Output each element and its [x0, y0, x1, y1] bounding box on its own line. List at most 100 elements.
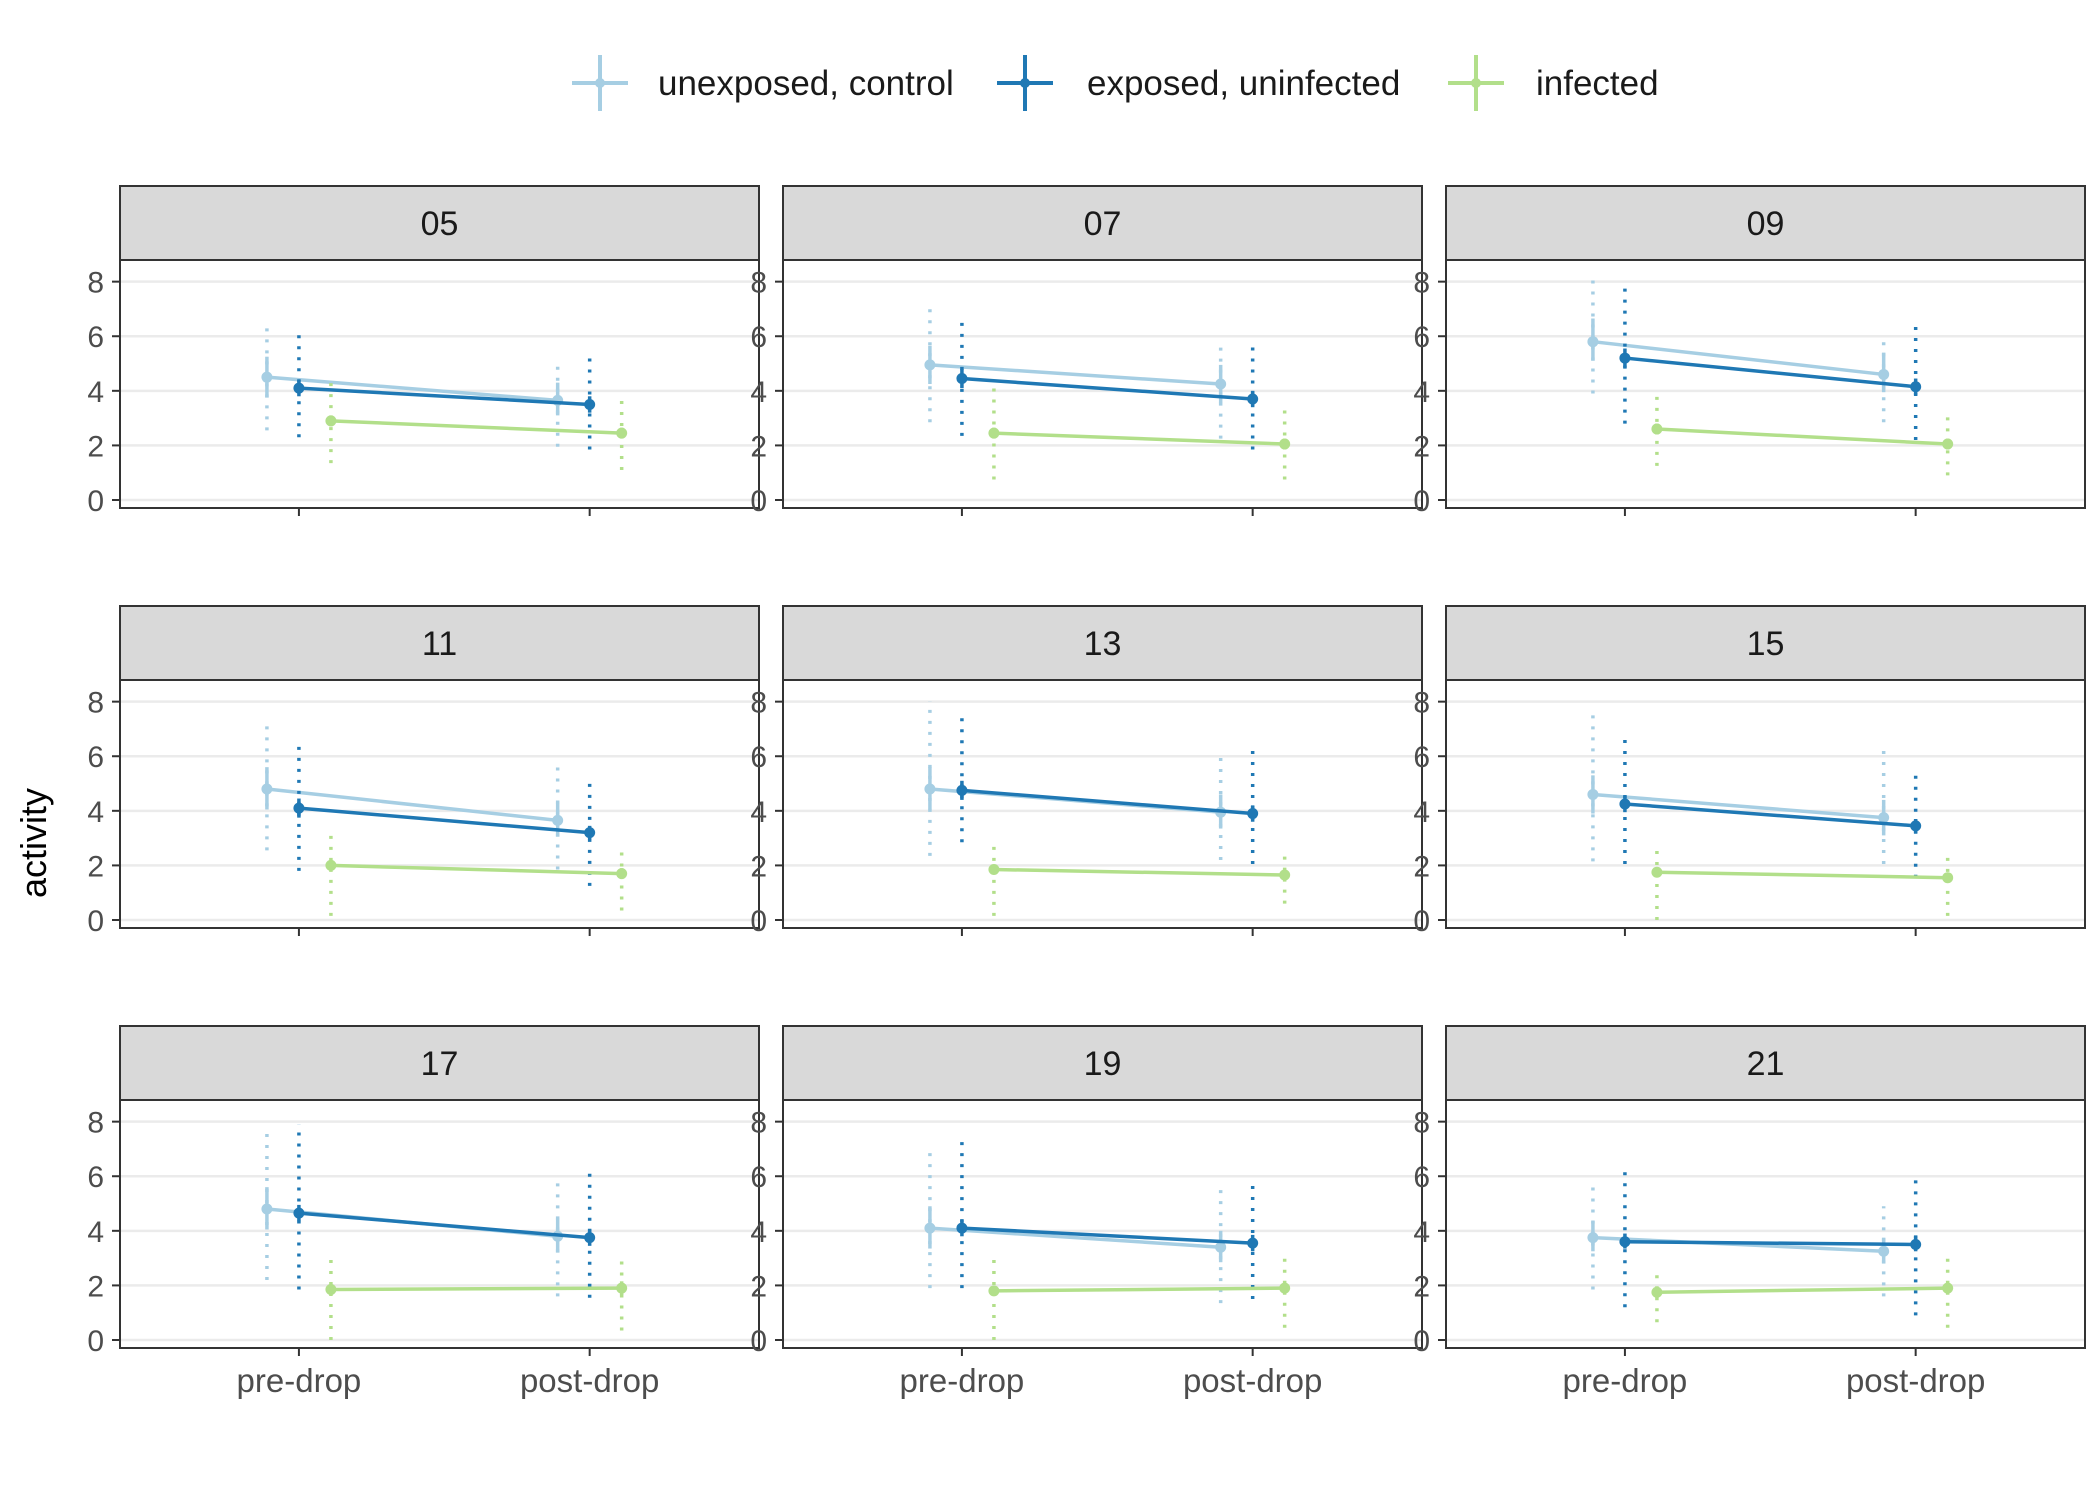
facet-panel: 19 0 2 4 6 8 pre-drop post-drop: [750, 1025, 1423, 1399]
panel-border: [1445, 1099, 2086, 1349]
data-point: [1651, 866, 1663, 878]
facet-strip: [1445, 605, 2086, 681]
data-point: [261, 371, 273, 383]
y-tick-label: 2: [87, 850, 104, 883]
series-line: [1656, 1286, 1948, 1294]
legend-label: exposed, uninfected: [1087, 64, 1400, 103]
series-line: [1656, 870, 1948, 880]
series-group: [988, 839, 1291, 916]
y-tick-label: 6: [750, 321, 767, 354]
data-point: [1651, 1286, 1663, 1298]
data-point: [1215, 1241, 1227, 1253]
data-point: [293, 382, 305, 394]
y-tick-label: 4: [750, 1216, 767, 1249]
facet-panel: 13 0 2 4 6 8: [750, 605, 1423, 938]
legend-key: [997, 55, 1053, 111]
facet-panel: 15 0 2 4 6 8: [1413, 605, 2086, 938]
data-point: [552, 814, 564, 826]
data-point: [616, 868, 628, 880]
data-point: [1247, 808, 1259, 820]
facet-panel: 11 0 2 4 6 8: [87, 605, 760, 938]
data-point: [1910, 381, 1922, 393]
data-point: [1279, 1282, 1291, 1294]
panel-background: [1446, 260, 2085, 508]
y-tick-label: 4: [1413, 376, 1430, 409]
series-group: [988, 1255, 1291, 1340]
facet-strip-label: 09: [1747, 205, 1785, 243]
y-tick-label: 0: [87, 485, 104, 518]
data-point: [1619, 1236, 1631, 1248]
y-tick-label: 4: [750, 376, 767, 409]
series-line: [330, 419, 622, 435]
facet-strip-label: 19: [1084, 1045, 1122, 1083]
data-point: [1878, 1245, 1890, 1257]
series-group: [1587, 709, 1890, 865]
y-tick-label: 8: [87, 687, 104, 720]
facet-strip: [782, 1025, 1423, 1101]
series-group: [325, 828, 628, 916]
y-tick-label: 8: [1413, 1107, 1430, 1140]
series-group: [1619, 734, 1922, 878]
y-tick-label: 4: [87, 796, 104, 829]
data-point: [1878, 368, 1890, 380]
y-tick-label: 2: [87, 1270, 104, 1303]
data-point: [293, 802, 305, 814]
y-tick-label: 6: [87, 741, 104, 774]
series-group: [1651, 1255, 1954, 1328]
x-tick-label: pre-drop: [237, 1362, 362, 1399]
panel-border: [782, 259, 1423, 509]
panel-border: [119, 1099, 760, 1349]
series-group: [956, 1135, 1259, 1300]
data-point: [293, 1207, 305, 1219]
series-line: [330, 863, 622, 876]
y-tick-label: 6: [87, 1161, 104, 1194]
data-point: [1910, 1238, 1922, 1250]
series-group: [293, 739, 596, 886]
y-tick-label: 2: [750, 850, 767, 883]
data-point: [1587, 336, 1599, 348]
series-group: [956, 317, 1259, 450]
series-line: [266, 787, 558, 823]
y-tick-label: 6: [1413, 1161, 1430, 1194]
panel-background: [120, 680, 759, 928]
data-point: [988, 1285, 1000, 1297]
legend-key-point: [1020, 78, 1030, 88]
series-line: [298, 1211, 590, 1240]
x-tick-label: post-drop: [520, 1362, 659, 1399]
y-tick-label: 8: [1413, 687, 1430, 720]
y-tick-label: 0: [87, 905, 104, 938]
series-group: [293, 1124, 596, 1298]
series-line: [1624, 356, 1916, 389]
legend-key: [572, 55, 628, 111]
y-tick-label: 4: [87, 376, 104, 409]
y-tick-label: 0: [87, 1325, 104, 1358]
y-tick-label: 8: [750, 687, 767, 720]
data-point: [1910, 820, 1922, 832]
series-line: [330, 1286, 622, 1292]
data-point: [1587, 788, 1599, 800]
series-line: [298, 806, 590, 835]
panel-background: [1446, 1100, 2085, 1348]
series-line: [929, 363, 1221, 386]
y-tick-label: 2: [87, 430, 104, 463]
facet-panel: 21 0 2 4 6 8 pre-drop post-drop: [1413, 1025, 2086, 1399]
panel-background: [783, 1100, 1422, 1348]
y-tick-label: 8: [87, 267, 104, 300]
x-tick-label: post-drop: [1846, 1362, 1985, 1399]
series-group: [1651, 393, 1954, 476]
data-point: [584, 398, 596, 410]
series-line: [1592, 339, 1884, 377]
series-line: [266, 375, 558, 403]
facet-strip-label: 11: [422, 625, 457, 663]
y-tick-label: 6: [750, 1161, 767, 1194]
data-point: [988, 864, 1000, 876]
data-point: [924, 1222, 936, 1234]
series-group: [1651, 844, 1954, 920]
panel-border: [1445, 259, 2086, 509]
y-tick-label: 8: [750, 1107, 767, 1140]
y-tick-label: 6: [750, 741, 767, 774]
x-tick-label: pre-drop: [1563, 1362, 1688, 1399]
facet-strip: [1445, 1025, 2086, 1101]
data-point: [1878, 812, 1890, 824]
